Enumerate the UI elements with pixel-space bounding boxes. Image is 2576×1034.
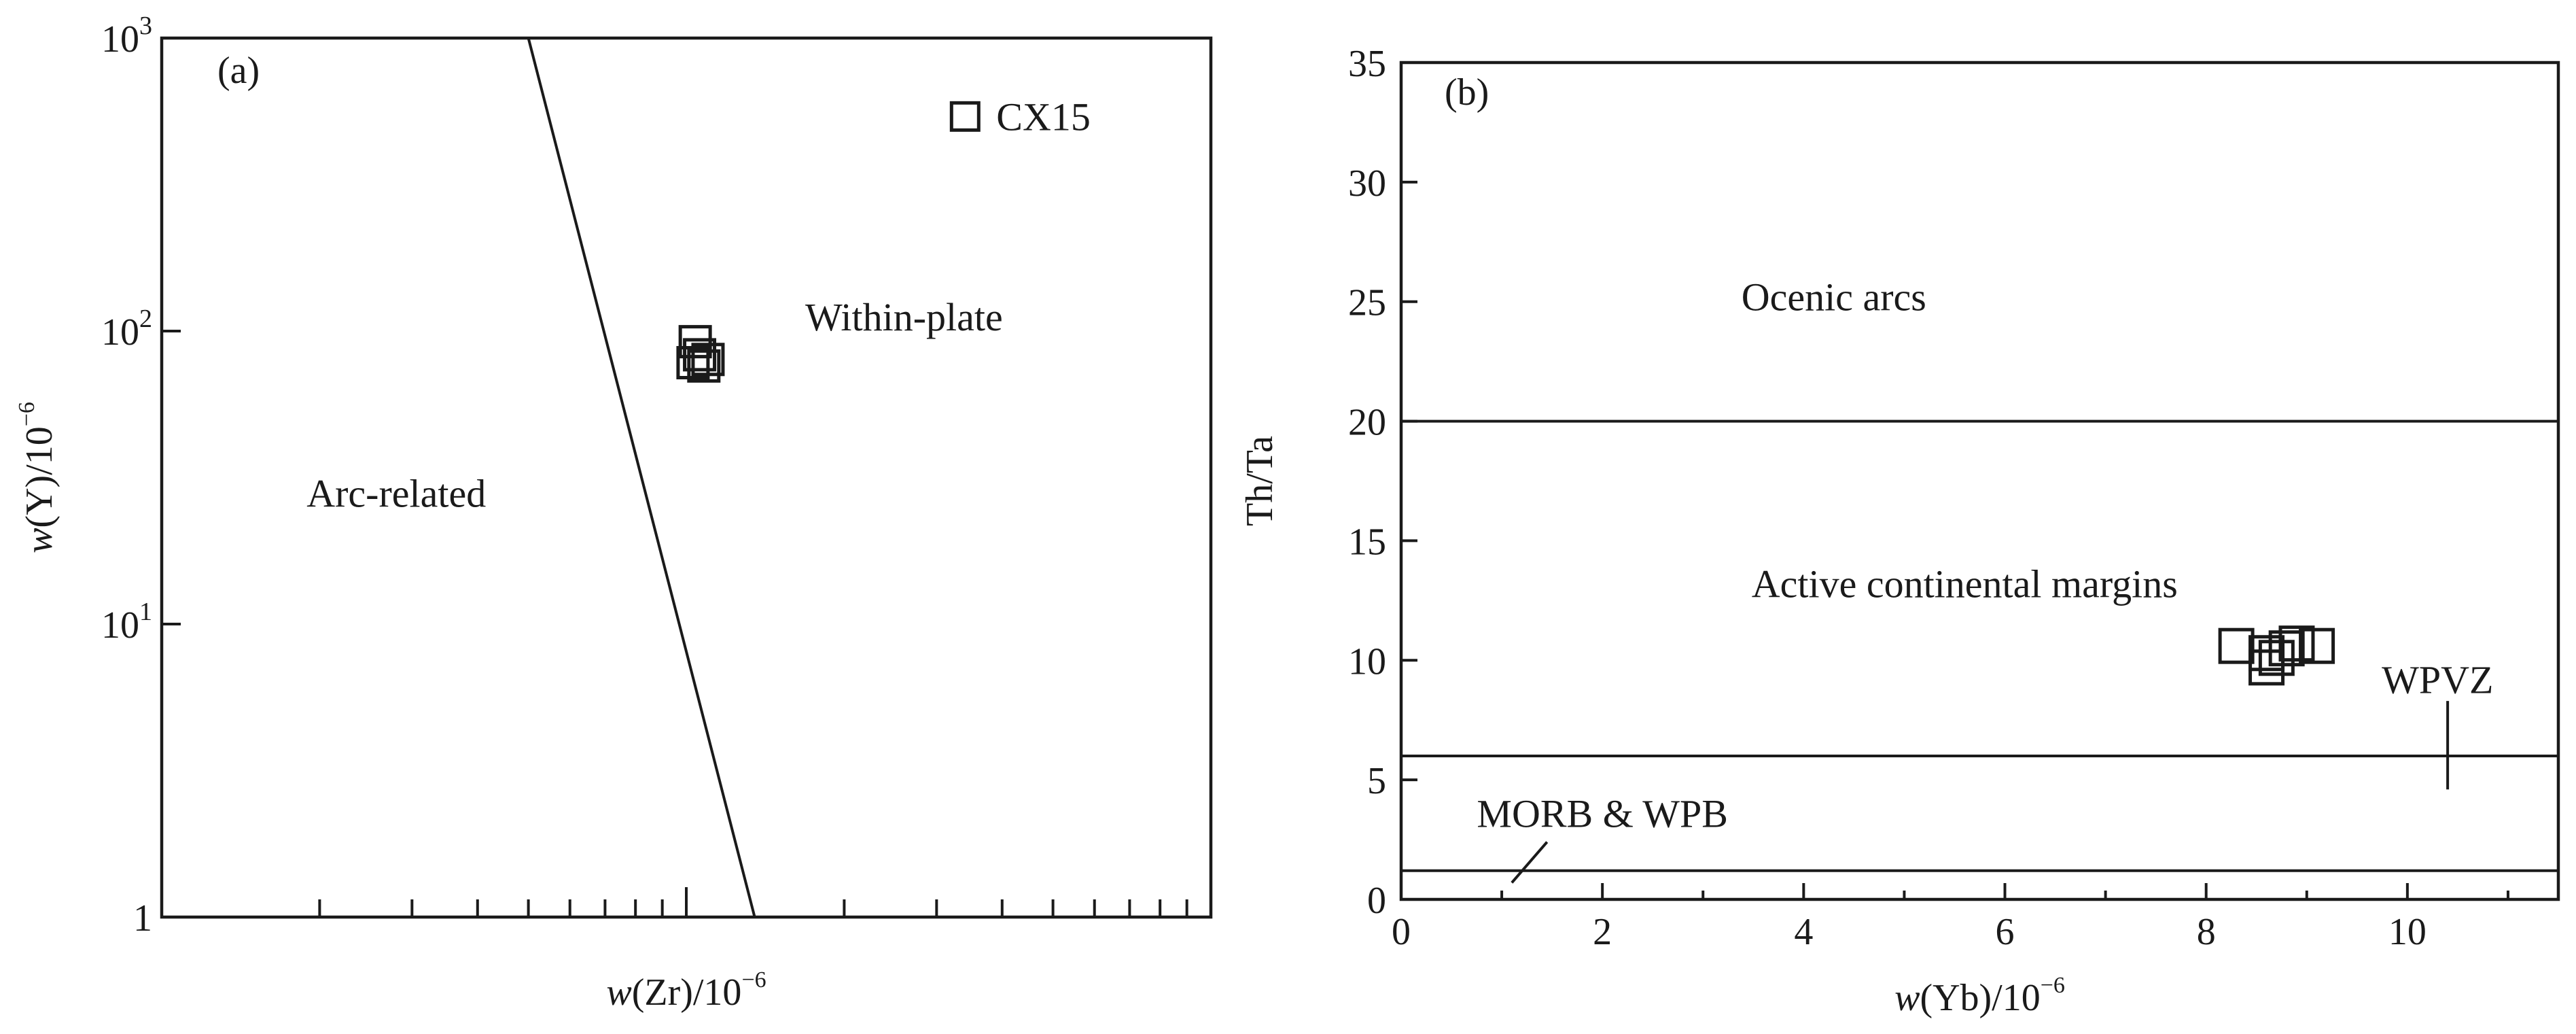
panel-b-y-axis-label: Th/Ta xyxy=(1239,436,1281,526)
panel-b-ticks: 0 2 4 6 8 10 0 5 10 15 20 25 30 35 xyxy=(1348,43,2509,953)
y-tick-label: 0 xyxy=(1367,880,1386,922)
field-morb-wpb: MORB & WPB xyxy=(1477,791,1728,835)
field-wpvz: WPVZ xyxy=(2382,657,2493,702)
panel-b-x-exp: −6 xyxy=(2041,973,2065,998)
panel-b-x-axis-label: w(Yb)/10−6 xyxy=(1894,973,2065,1019)
x-tick-label: 10 xyxy=(2388,911,2427,953)
y-tick-label: 103 xyxy=(101,12,152,61)
sample-point xyxy=(2258,640,2295,676)
x-tick-label: 4 xyxy=(1794,911,1813,953)
sample-point-cx15 xyxy=(949,101,981,132)
panel-b-data-points xyxy=(2218,625,2335,686)
panel-a-boundary-lines xyxy=(527,37,756,918)
panel-a-zr-y-diagram: 1 101 102 103 CX15 Arc-related Within-plate (… xyxy=(14,12,1213,1014)
y-tick-label: 5 xyxy=(1367,760,1386,802)
x-tick-label: 8 xyxy=(2197,911,2216,953)
sample-point xyxy=(2268,630,2305,667)
panel-a-x-exp: −6 xyxy=(741,967,766,993)
panel-b-label: (b) xyxy=(1445,71,1489,114)
y-tick-label: 1 xyxy=(133,897,152,940)
label-pointer-line xyxy=(1511,841,1549,884)
panel-a-y-var: w xyxy=(18,528,60,553)
sample-point xyxy=(678,325,712,359)
field-arc-related: Arc-related xyxy=(306,471,486,515)
panel-a-y-axis-label: w(Y)/10−6 xyxy=(14,402,60,553)
field-active-continental-margins: Active continental margins xyxy=(1752,562,2178,606)
y-tick-label: 20 xyxy=(1348,402,1386,444)
panel-a-ticks: 1 101 102 103 xyxy=(101,12,1188,940)
panel-b-plot-frame xyxy=(1399,61,2560,901)
x-tick-label: 0 xyxy=(1392,911,1411,953)
panel-a-labels: CX15 Arc-related Within-plate xyxy=(306,94,1091,515)
sample-point xyxy=(687,349,721,383)
sample-point xyxy=(2248,649,2285,686)
field-within-plate: Within-plate xyxy=(805,295,1003,339)
panel-b-labels: Ocenic arcs Active continental margins MOR… xyxy=(1477,275,2493,836)
sample-point xyxy=(683,338,717,372)
panel-a-x-var: w xyxy=(606,971,631,1014)
y-tick-label: 30 xyxy=(1348,162,1386,205)
panel-b-x-rest: (Yb)/10 xyxy=(1920,977,2040,1019)
sample-point xyxy=(691,343,725,377)
x-tick-label: 2 xyxy=(1593,911,1612,953)
panel-a-y-rest: (Y)/10 xyxy=(18,426,60,528)
y-tick-label: 25 xyxy=(1348,282,1386,324)
panel-a-y-exp: −6 xyxy=(14,402,39,426)
sample-point xyxy=(2218,627,2255,664)
panel-a-label: (a) xyxy=(217,50,260,92)
sample-point xyxy=(2278,625,2315,662)
panel-a-x-rest: (Zr)/10 xyxy=(632,971,742,1014)
y-tick-label: 102 xyxy=(101,305,152,354)
panel-a-x-axis-label: w(Zr)/10−6 xyxy=(606,967,766,1014)
y-tick-label: 101 xyxy=(101,598,152,647)
panel-a-data-points xyxy=(676,101,981,383)
x-tick-label: 6 xyxy=(1996,911,2015,953)
cx15-label: CX15 xyxy=(996,94,1091,139)
y-tick-label: 35 xyxy=(1348,43,1386,85)
panel-b-yb-th-ta-diagram: 0 2 4 6 8 10 0 5 10 15 20 25 30 35 Ocenic arcs Active … xyxy=(1239,43,2560,1019)
arc-within-plate-boundary xyxy=(527,37,756,918)
field-oceanic-arcs: Ocenic arcs xyxy=(1742,275,1926,320)
panel-b-boundary-lines xyxy=(1401,419,2558,884)
sample-point xyxy=(2299,627,2335,664)
panel-b-x-var: w xyxy=(1894,977,1920,1019)
y-tick-label: 10 xyxy=(1348,640,1386,683)
y-tick-label: 15 xyxy=(1348,521,1386,563)
